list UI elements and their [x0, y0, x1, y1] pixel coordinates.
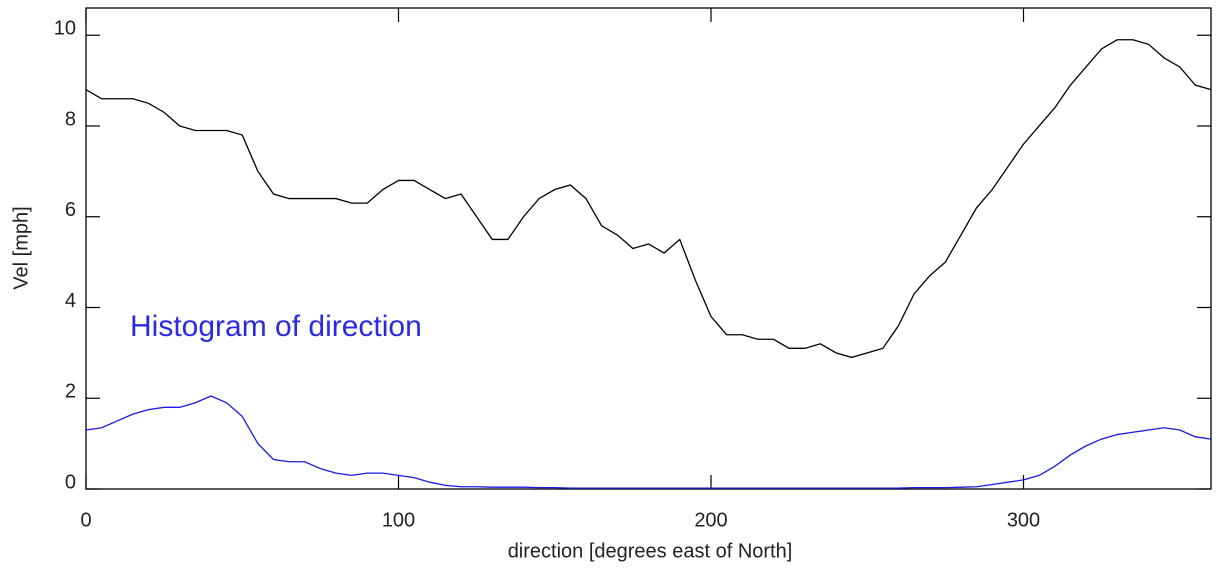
y-tick-label: 6 [65, 199, 76, 221]
data-line [85, 395, 1212, 489]
y-tick-label: 4 [65, 290, 76, 312]
x-tick-label: 300 [1007, 509, 1040, 531]
y-tick-label: 8 [65, 108, 76, 130]
plot-frame [85, 7, 1212, 490]
annotation: Histogram of direction [130, 310, 422, 343]
y-tick-label: 2 [65, 381, 76, 403]
x-axis-label: direction [degrees east of North] [508, 540, 793, 562]
x-tick-label: 200 [694, 509, 727, 531]
x-tick-label: 100 [382, 509, 415, 531]
x-tick-label: 0 [80, 509, 91, 531]
y-tick-label: 10 [54, 18, 76, 40]
y-axis-label: Vel [mph] [10, 206, 32, 289]
data-line [85, 39, 1212, 359]
y-tick-label: 0 [65, 471, 76, 493]
